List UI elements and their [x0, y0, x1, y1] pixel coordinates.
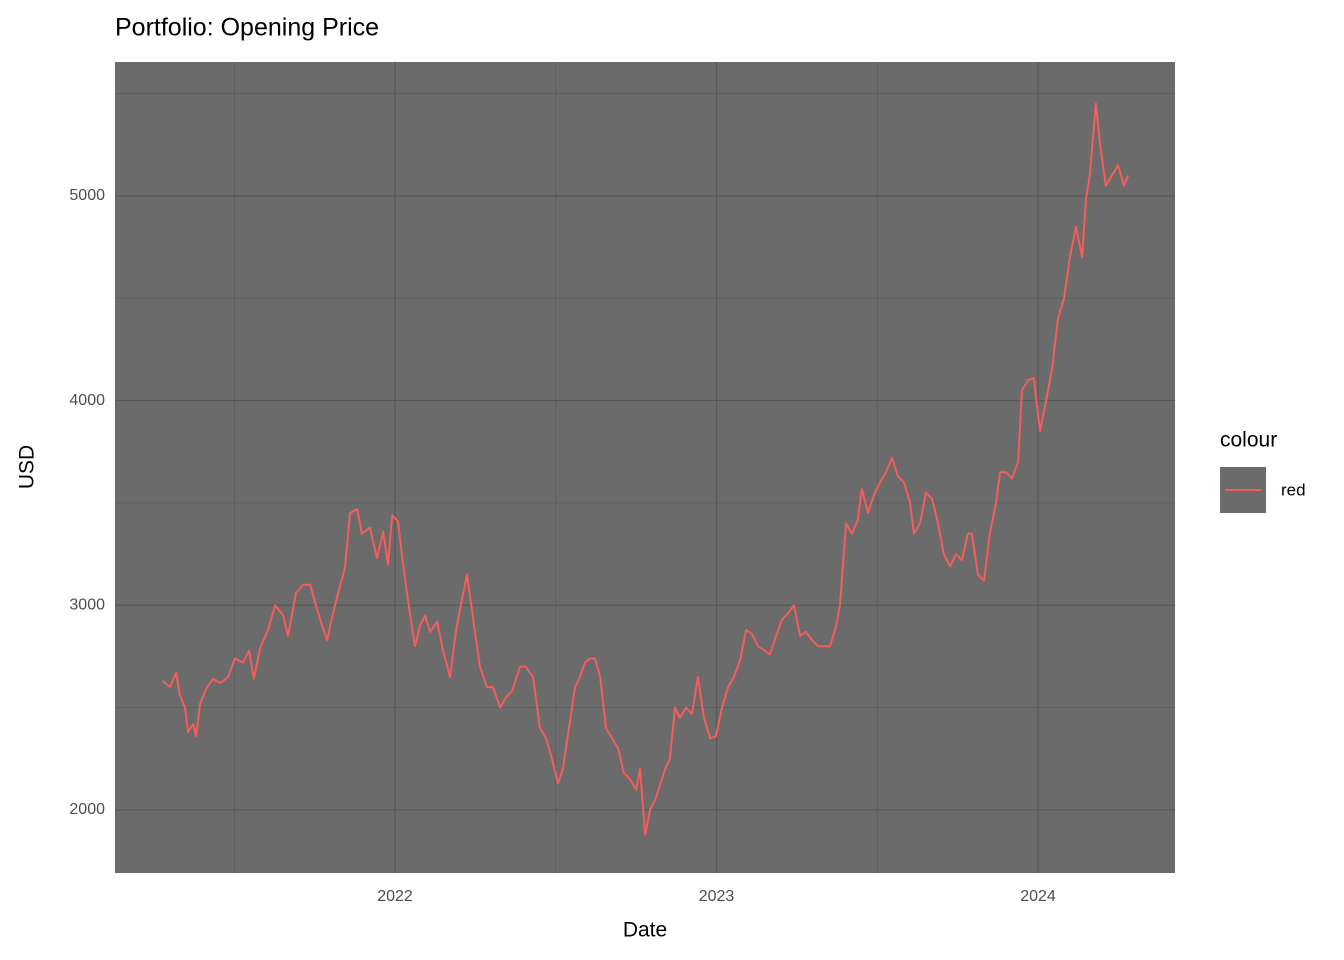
legend-label: red	[1281, 480, 1306, 499]
y-axis-title: USD	[16, 445, 39, 489]
x-tick-label: 2023	[699, 888, 735, 905]
plot-panel	[115, 62, 1175, 873]
x-tick-label: 2024	[1020, 888, 1056, 905]
y-tick-label: 5000	[69, 187, 105, 204]
line-series	[162, 102, 1129, 836]
y-tick-label: 4000	[69, 392, 105, 409]
x-axis-title: Date	[623, 919, 667, 942]
y-tick-label: 2000	[69, 801, 105, 818]
y-tick-label: 3000	[69, 596, 105, 613]
x-tick-label: 2022	[377, 888, 413, 905]
legend-title: colour	[1220, 429, 1277, 452]
chart-title: Portfolio: Opening Price	[115, 14, 379, 42]
